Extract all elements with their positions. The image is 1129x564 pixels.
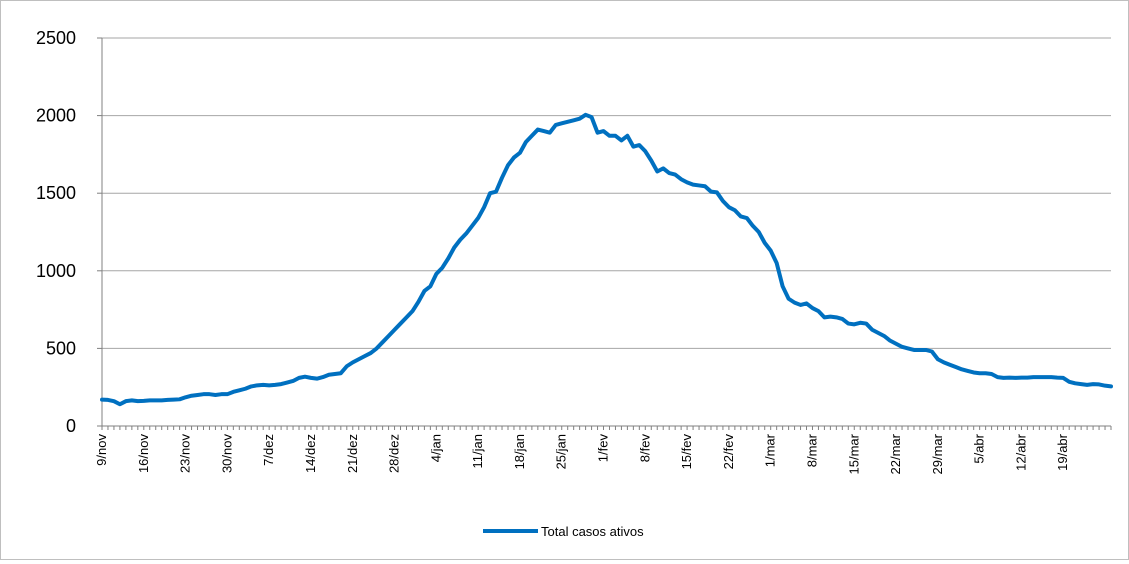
x-tick-label: 4/jan <box>428 434 443 462</box>
x-axis: 9/nov 16/nov 23/nov 30/nov 7/dez 14/dez 21/dez… <box>94 425 1112 474</box>
x-tick-label: 19/abr <box>1055 433 1070 471</box>
x-tick-label: 28/dez <box>387 434 402 473</box>
x-tick-label: 9/nov <box>94 434 109 466</box>
x-tick-label: 22/mar <box>888 433 903 474</box>
x-tick-label: 16/nov <box>136 434 151 474</box>
gridlines <box>102 37 1111 349</box>
x-tick-label: 25/jan <box>554 434 569 469</box>
y-tick-label: 500 <box>46 338 76 358</box>
y-axis: 0 500 1000 1500 2000 2500 <box>36 28 103 436</box>
x-tick-label: 22/fev <box>721 434 736 470</box>
x-tick-label: 7/dez <box>261 434 276 466</box>
x-tick-label: 5/abr <box>972 433 987 463</box>
x-tick-label: 12/abr <box>1013 433 1028 471</box>
y-tick-label: 2500 <box>36 28 76 48</box>
legend-label: Total casos ativos <box>541 524 644 539</box>
y-tick-label: 0 <box>66 416 76 436</box>
x-tick-label: 29/mar <box>930 433 945 474</box>
x-tick-label: 8/mar <box>804 433 819 467</box>
x-tick-label: 11/jan <box>470 434 485 468</box>
x-tick-label: 14/dez <box>303 434 318 473</box>
x-tick-label: 1/fev <box>596 434 611 463</box>
y-tick-label: 1000 <box>36 261 76 281</box>
x-tick-label: 30/nov <box>219 434 234 474</box>
x-tick-label: 23/nov <box>178 434 193 474</box>
x-tick-label: 15/mar <box>846 433 861 474</box>
x-tick-label: 18/jan <box>512 434 527 469</box>
x-tick-label: 1/mar <box>763 433 778 467</box>
legend: Total casos ativos <box>483 524 644 539</box>
x-tick-label: 21/dez <box>345 434 360 473</box>
y-tick-label: 2000 <box>36 106 76 126</box>
y-tick-label: 1500 <box>36 183 76 203</box>
x-tick-label: 8/fev <box>637 434 652 463</box>
series-group <box>100 112 1113 407</box>
x-tick-label: 15/fev <box>679 434 694 470</box>
series-line-total-casos-ativos <box>100 112 1113 407</box>
